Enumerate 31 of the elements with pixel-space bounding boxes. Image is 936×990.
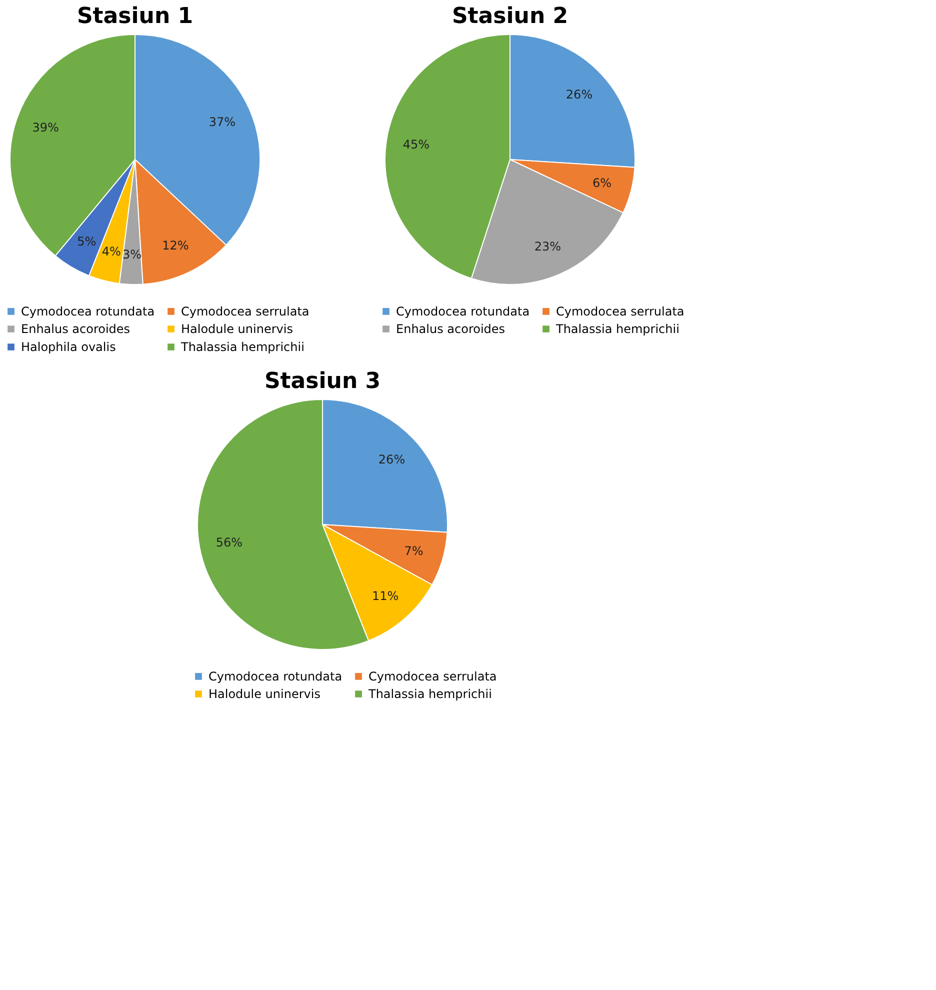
- data-label: 12%: [162, 238, 189, 252]
- data-label: 23%: [534, 240, 562, 254]
- legend-label: Halodule uninervis: [181, 322, 293, 336]
- legend-label: Enhalus acoroides: [396, 322, 506, 336]
- data-label: 56%: [216, 535, 243, 550]
- legend-label: Thalassia hemprichii: [180, 340, 304, 354]
- chart-title: Stasiun 2: [452, 4, 568, 29]
- legend-label: Cymodocea rotundata: [396, 304, 530, 318]
- legend-label: Halodule uninervis: [208, 687, 320, 701]
- data-label: 5%: [77, 234, 96, 248]
- data-label: 7%: [404, 544, 424, 558]
- data-label: 45%: [402, 138, 430, 152]
- legend-label: Cymodocea rotundata: [21, 304, 155, 318]
- legend-label: Enhalus acoroides: [21, 322, 130, 336]
- data-label: 37%: [208, 114, 236, 129]
- data-label: 4%: [102, 244, 121, 259]
- legend-label: Thalassia hemprichii: [368, 687, 492, 701]
- chart-title: Stasiun 1: [76, 4, 194, 29]
- legend-label: Cymodocea serrulata: [181, 304, 310, 318]
- data-label: 6%: [592, 176, 612, 190]
- legend-label: Cymodocea serrulata: [556, 304, 684, 318]
- data-label: 26%: [378, 452, 406, 466]
- chart-title: Stasiun 3: [264, 369, 381, 394]
- data-label: 3%: [122, 247, 142, 262]
- data-label: 39%: [32, 120, 59, 134]
- data-label: 11%: [372, 588, 399, 603]
- legend-label: Thalassia hemprichii: [555, 322, 680, 336]
- data-label: 26%: [566, 87, 593, 102]
- legend-label: Halophila ovalis: [21, 340, 116, 354]
- legend-label: Cymodocea rotundata: [208, 669, 342, 684]
- legend-label: Cymodocea serrulata: [368, 669, 497, 684]
